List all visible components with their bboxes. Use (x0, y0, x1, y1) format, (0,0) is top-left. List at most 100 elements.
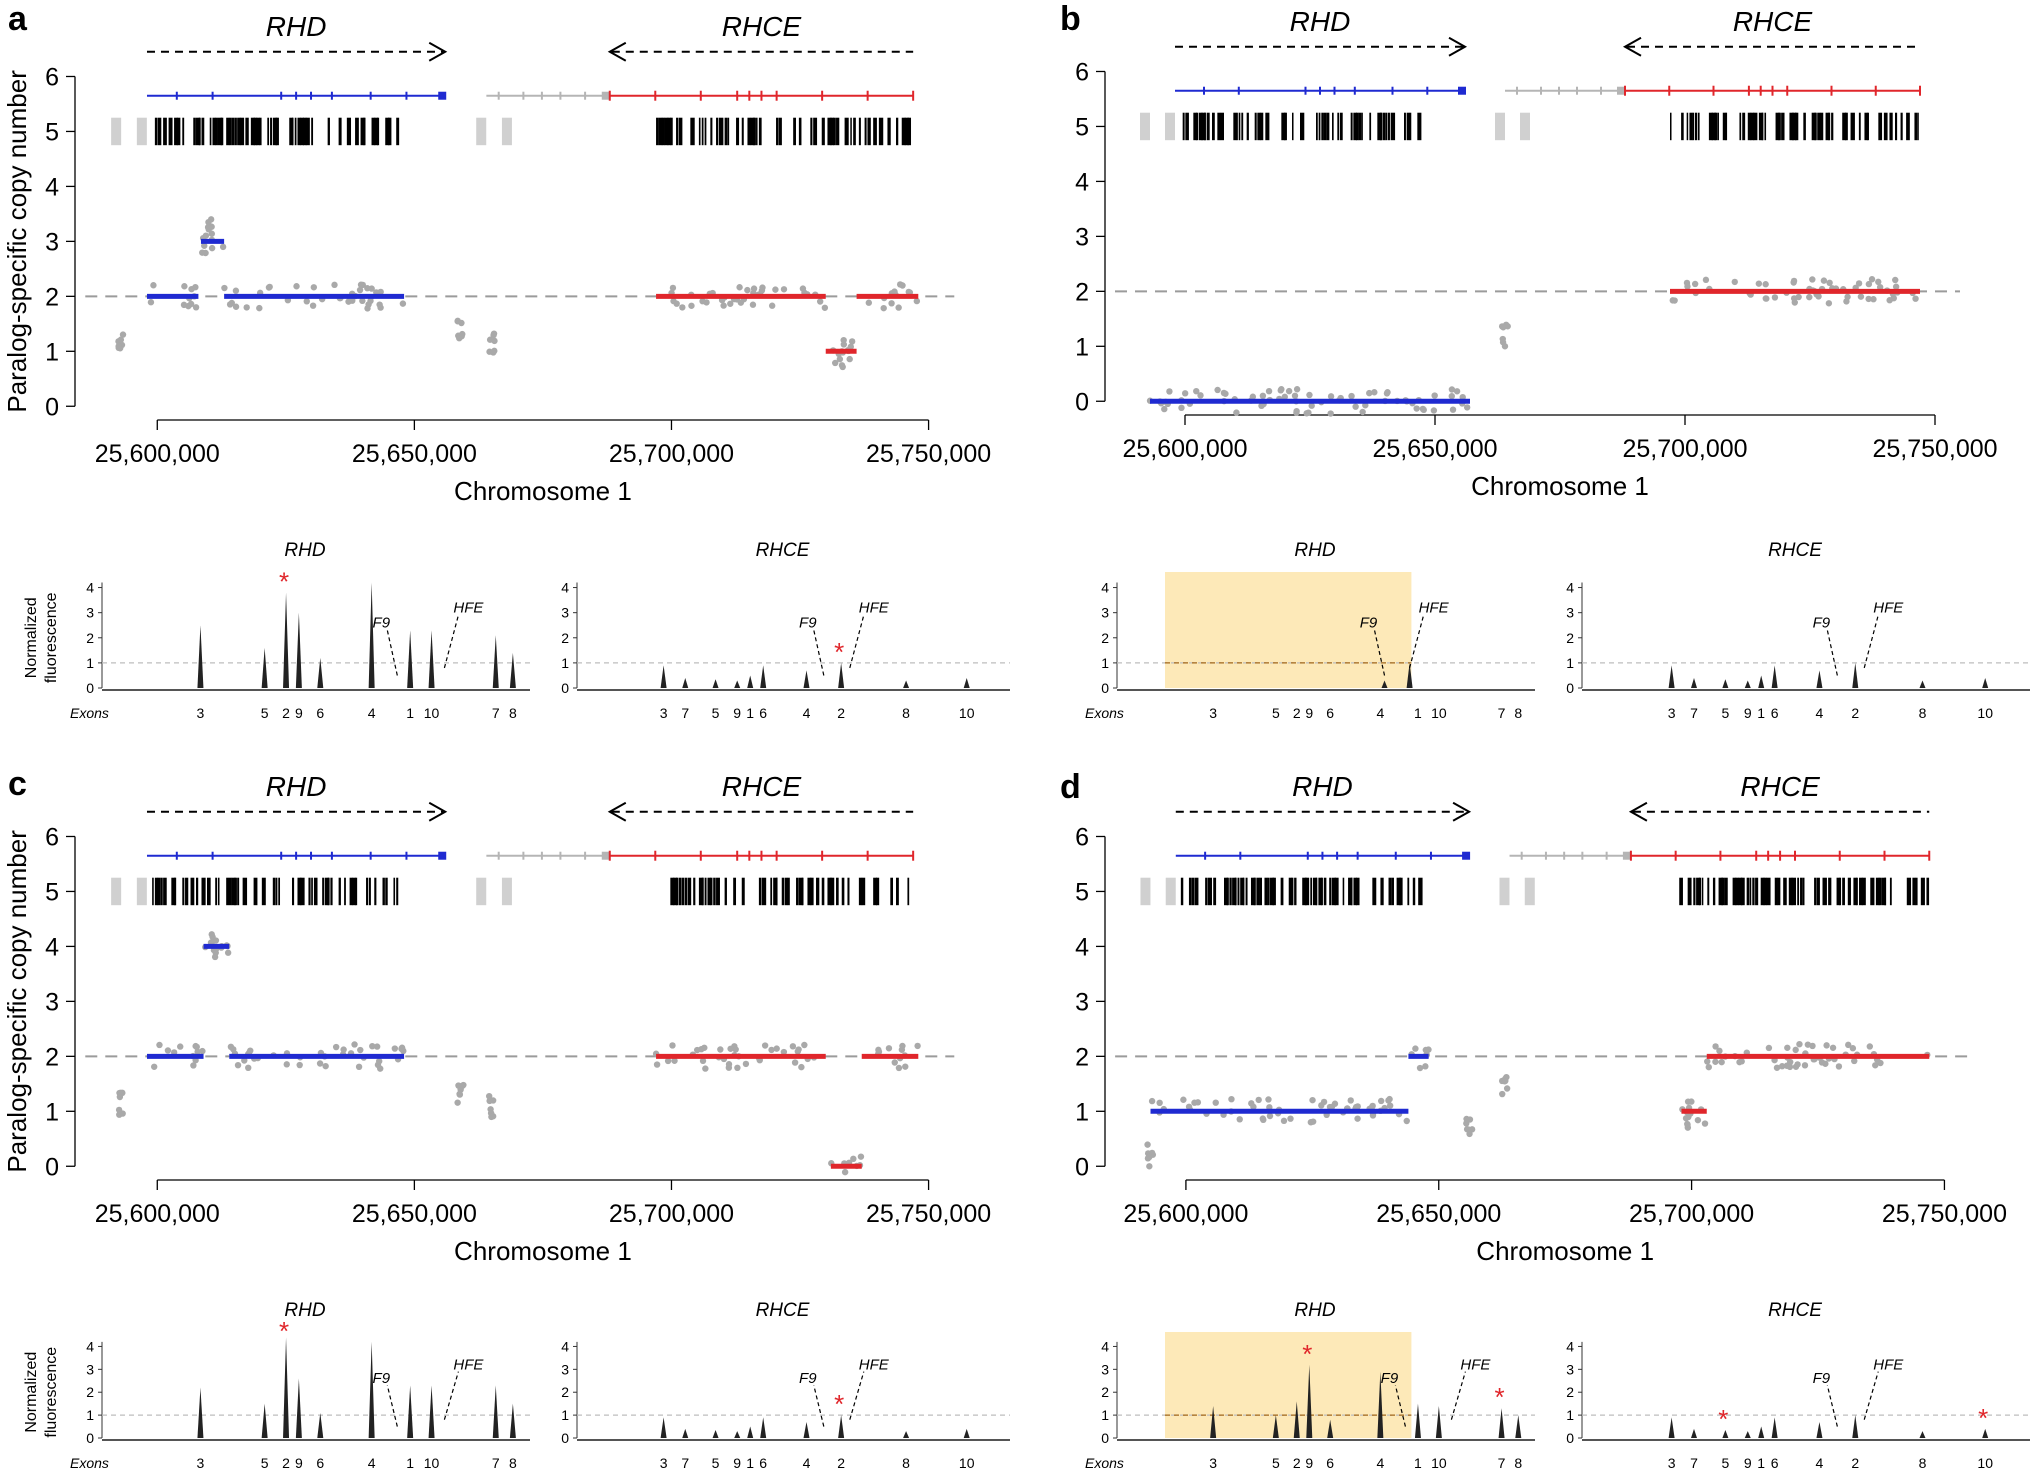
rhce-variant-bar (681, 877, 685, 906)
hfe-leader (1409, 615, 1425, 669)
mlpa-peak (1691, 1428, 1697, 1438)
rhd-variant-bar (313, 877, 318, 906)
rhd-variant-bar (1391, 877, 1394, 906)
f9-leader (386, 630, 398, 676)
gray-data-point (116, 1111, 123, 1118)
rhce-variant-bar (1836, 877, 1841, 906)
gray-data-point (798, 1063, 805, 1071)
rhce-variant-bar (896, 877, 899, 906)
gray-data-point (1368, 1103, 1376, 1110)
rhd-variant-bar (349, 877, 353, 906)
mlpa-y-tick-label: 4 (561, 1338, 569, 1354)
rhce-variant-bar (796, 877, 799, 906)
rhce-variant-bar (1686, 112, 1689, 141)
mlpa-peak (963, 677, 970, 688)
gray-data-point (190, 1062, 197, 1069)
red-star-marker: * (1718, 1404, 1728, 1434)
gray-data-point (1371, 389, 1378, 396)
rhd-variant-bar (272, 117, 278, 146)
non-specific-bar (1165, 112, 1175, 141)
rhd-variant-bar (366, 877, 369, 906)
mlpa-exon-label: 1 (406, 1455, 414, 1471)
rhce-variant-bar (821, 877, 825, 906)
gray-data-point (727, 1045, 734, 1052)
rhce-variant-bar (1749, 877, 1752, 906)
gray-data-point (181, 283, 188, 290)
mlpa-exon-label: 1 (1757, 1455, 1765, 1471)
rhce-variant-bar (701, 877, 704, 906)
rhd-variant-bar (217, 117, 223, 146)
gray-data-point (180, 301, 188, 309)
rhd-variant-bar (1188, 877, 1192, 906)
rhd-variant-bar (1390, 112, 1396, 141)
rhce-variant-bar (781, 877, 785, 906)
gray-data-point (1265, 387, 1273, 395)
mlpa-exon-label: 8 (1514, 1455, 1522, 1471)
rhce-variant-bar (1777, 877, 1781, 906)
mlpa-exon-label: 7 (681, 1455, 689, 1471)
rhce-variant-bar (1788, 877, 1793, 906)
mlpa-exon-label: 7 (492, 1455, 500, 1471)
mlpa-peak (1381, 680, 1388, 688)
gray-data-point (1412, 1045, 1419, 1052)
gray-data-point (744, 286, 751, 294)
gray-data-point (1466, 1130, 1473, 1138)
gray-data-point (1281, 393, 1288, 401)
mlpa-peak (760, 665, 767, 688)
rhce-arrowhead (1622, 36, 1642, 57)
mlpa-y-tick-label: 3 (1101, 605, 1109, 621)
mlpa-exon-label: 2 (1293, 1455, 1301, 1471)
mlpa-y-tick-label: 4 (86, 1338, 94, 1354)
rhd-variant-bar (275, 877, 278, 906)
non-specific-bar (1524, 877, 1535, 906)
rhce-variant-bar (1884, 877, 1887, 906)
gray-data-point (913, 297, 921, 305)
rhce-variant-bar (1760, 877, 1765, 906)
non-specific-bar (1520, 112, 1530, 141)
non-specific-bar (1165, 877, 1176, 906)
gray-data-point (283, 1061, 290, 1068)
gray-data-point (1865, 295, 1872, 303)
rhce-variant-bar (676, 877, 679, 906)
rhce-variant-bar (687, 877, 692, 906)
gray-data-point (795, 1046, 802, 1053)
rhce-variant-bar (1917, 112, 1919, 141)
rhd-variant-bar (226, 117, 230, 146)
mlpa-peak (1498, 1408, 1505, 1438)
rhd-variant-bar (163, 877, 167, 906)
gray-data-point (1181, 390, 1189, 397)
gray-data-point (880, 304, 887, 312)
gray-data-point (836, 355, 844, 363)
gray-data-point (1712, 1058, 1719, 1065)
x-tick-label: 25,700,000 (609, 440, 734, 468)
mlpa-peak (747, 1426, 754, 1438)
f9-annotation: F9 (373, 1370, 391, 1387)
gray-data-point (303, 298, 310, 305)
rhd-variant-bar (1245, 877, 1248, 906)
rhd-variant-bar (1220, 112, 1224, 141)
gray-data-point (1694, 1116, 1702, 1124)
gray-data-point (219, 243, 227, 251)
mlpa-peak (1744, 1431, 1751, 1438)
rhd-variant-bar (385, 117, 390, 146)
rhd-variant-bar (1246, 112, 1249, 141)
gray-data-point (293, 283, 300, 290)
mlpa-y-tick-label: 0 (1101, 680, 1109, 696)
rhd-variant-bar (160, 877, 163, 906)
rhce-variant-bar (1816, 877, 1820, 906)
rhce-variant-bar (867, 117, 871, 146)
f9-leader (1373, 630, 1386, 676)
gray-data-point (1422, 1063, 1429, 1070)
y-tick-label: 3 (45, 228, 59, 256)
rhd-variant-bar (1232, 877, 1237, 906)
rhce-variant-bar (1722, 112, 1727, 141)
rhd-variant-bar (1350, 112, 1353, 141)
gray-data-point (391, 1045, 399, 1052)
rhce-arrowhead (607, 41, 627, 62)
red-star-marker: * (279, 567, 289, 597)
gray-data-point (1156, 1099, 1163, 1107)
rhce-variant-bar (1707, 877, 1710, 906)
rhd-variant-bar (1300, 112, 1305, 141)
mlpa-exons-label: Exons (70, 1455, 109, 1471)
